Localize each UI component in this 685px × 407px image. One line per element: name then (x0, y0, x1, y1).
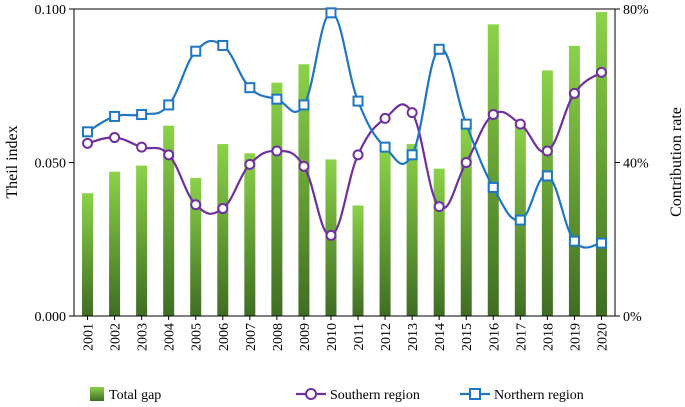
x-axis-tick-label-2013: 2013 (406, 323, 421, 351)
x-axis-tick-label-2016: 2016 (487, 323, 502, 351)
bar-total-gap-2013 (406, 144, 418, 316)
point-northern-2013 (406, 149, 418, 161)
x-axis-tick-label-2018: 2018 (541, 323, 556, 351)
point-northern-2020 (595, 237, 607, 249)
point-southern-2001 (82, 137, 94, 149)
legend: Total gap Southern region Northern regio… (90, 387, 584, 403)
point-southern-2007 (244, 158, 256, 170)
x-axis-tick-label-2007: 2007 (244, 323, 259, 351)
point-southern-2006 (217, 203, 229, 215)
point-southern-2013 (406, 107, 418, 119)
point-northern-2016 (487, 181, 499, 193)
point-southern-2015 (460, 157, 472, 168)
x-axis-tick-label-2019: 2019 (568, 323, 583, 351)
point-northern-2002 (109, 110, 121, 122)
bar-total-gap-2006 (217, 144, 229, 316)
point-southern-2016 (487, 109, 499, 121)
point-southern-2002 (109, 132, 121, 144)
point-northern-2004 (163, 99, 175, 111)
bar-total-gap-2007 (244, 153, 256, 316)
point-northern-2018 (541, 170, 553, 182)
point-northern-2017 (514, 214, 526, 226)
point-southern-2005 (190, 199, 202, 211)
x-axis-tick-label-2014: 2014 (433, 323, 448, 351)
point-northern-2019 (568, 235, 580, 247)
point-northern-2006 (217, 39, 229, 51)
bar-total-gap-2008 (271, 82, 283, 317)
point-northern-2009 (298, 99, 310, 111)
bar-total-gap-2016 (487, 24, 499, 316)
x-axis-tick-label-2009: 2009 (298, 323, 313, 351)
bar-total-gap-2018 (541, 70, 553, 317)
x-axis-tick-label-2012: 2012 (379, 323, 394, 351)
bar-total-gap-2004 (163, 125, 175, 316)
x-axis-tick-label-2008: 2008 (271, 323, 286, 351)
right-axis-tick-label: 0% (623, 310, 642, 325)
x-axis-tick-label-2011: 2011 (352, 323, 367, 350)
x-axis-tick-label-2006: 2006 (217, 323, 232, 351)
bar-total-gap-2003 (136, 165, 148, 316)
point-northern-2010 (325, 7, 337, 19)
bar-total-gap-2014 (433, 168, 445, 316)
bar-total-gap-2015 (460, 125, 472, 316)
right-axis-title: Contribution rate (668, 107, 685, 217)
point-southern-2003 (136, 141, 148, 153)
bar-total-gap-2019 (568, 45, 580, 317)
point-northern-2003 (136, 109, 148, 121)
point-southern-2009 (298, 160, 310, 172)
point-northern-2012 (379, 141, 391, 153)
point-northern-2008 (271, 93, 283, 105)
point-southern-2010 (325, 229, 337, 241)
legend-label-southern: Southern region (330, 388, 420, 403)
point-northern-2011 (352, 95, 364, 107)
x-axis-tick-label-2001: 2001 (82, 323, 97, 351)
point-northern-2005 (190, 45, 202, 57)
x-axis-tick-label-2002: 2002 (109, 323, 124, 351)
point-southern-2017 (514, 118, 526, 130)
right-axis-tick-label: 80% (623, 3, 649, 18)
point-northern-2015 (460, 118, 472, 130)
point-southern-2011 (352, 149, 364, 161)
bar-total-gap-2001 (82, 193, 94, 316)
point-northern-2001 (82, 126, 94, 138)
point-northern-2007 (244, 82, 256, 94)
x-axis-tick-label-2004: 2004 (163, 323, 178, 351)
point-southern-2019 (568, 87, 580, 99)
x-axis-tick-label-2017: 2017 (514, 323, 529, 351)
point-southern-2020 (595, 66, 607, 78)
bar-total-gap-2011 (352, 205, 364, 316)
bar-total-gap-2002 (109, 171, 121, 316)
legend-label-total-gap: Total gap (109, 388, 161, 403)
left-axis-tick-label: 0.000 (35, 310, 67, 325)
point-southern-2012 (379, 112, 391, 124)
point-southern-2004 (163, 149, 175, 161)
x-axis-tick-label-2020: 2020 (595, 323, 610, 351)
left-axis-tick-label: 0.100 (35, 3, 67, 18)
x-axis-tick-label-2015: 2015 (460, 323, 475, 351)
x-axis-tick-label-2003: 2003 (136, 323, 151, 351)
legend-swatch-total-gap (90, 387, 104, 401)
left-axis-title: Theil index (4, 125, 21, 198)
plot-frame (73, 8, 616, 317)
x-axis-tick-label-2005: 2005 (190, 323, 205, 351)
point-southern-2014 (433, 201, 445, 213)
left-axis-tick-label: 0.050 (35, 157, 67, 172)
bar-total-gap-2009 (298, 64, 310, 316)
bar-total-gap-2012 (379, 150, 391, 316)
bar-total-gap-2005 (190, 177, 202, 316)
x-axis-tick-label-2010: 2010 (325, 323, 340, 351)
point-southern-2018 (541, 145, 553, 157)
legend-marker-southern (305, 388, 317, 400)
legend-marker-northern (469, 388, 481, 400)
bar-total-gap-2020 (595, 12, 607, 316)
point-northern-2014 (433, 43, 445, 55)
point-southern-2008 (271, 145, 283, 157)
right-axis-tick-label: 40% (623, 157, 649, 172)
legend-label-northern: Northern region (494, 388, 584, 403)
